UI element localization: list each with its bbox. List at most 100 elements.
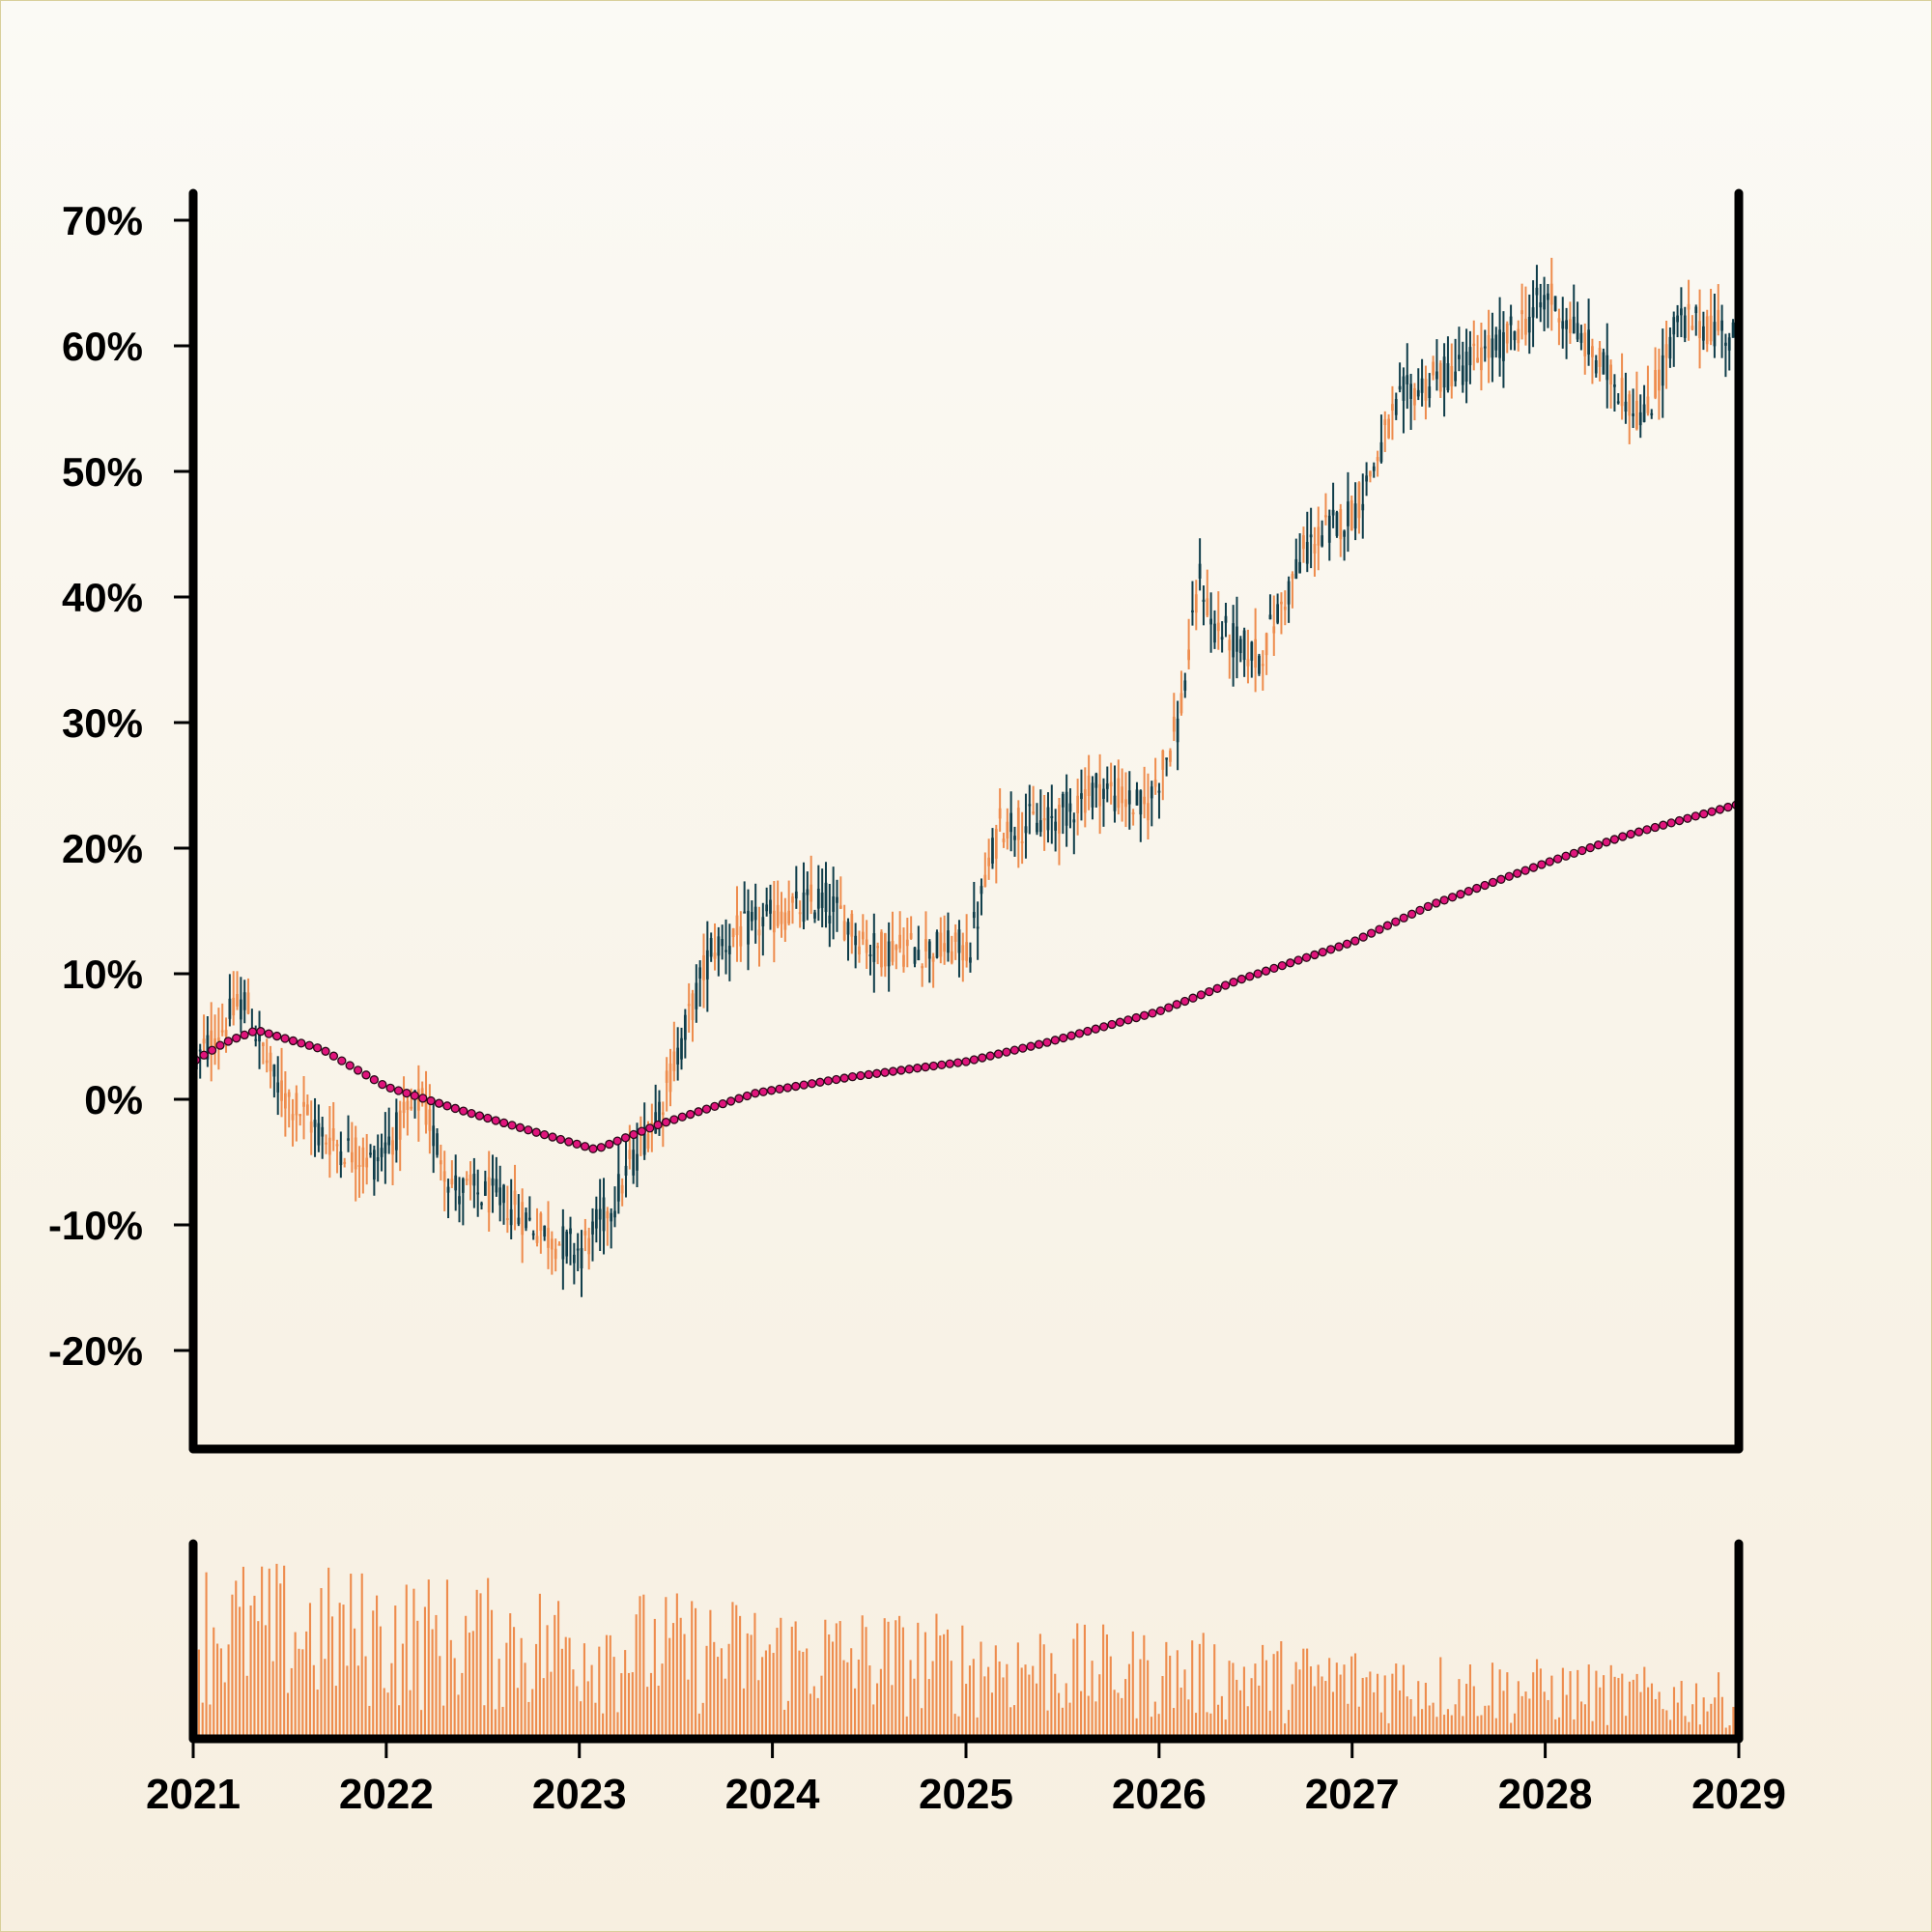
candle-body — [442, 1171, 446, 1182]
candle-body — [569, 1228, 572, 1235]
candle-body — [1343, 530, 1346, 537]
candle-body — [583, 1231, 587, 1236]
volume-bar — [913, 1678, 916, 1739]
candle-body — [1109, 781, 1113, 787]
volume-bar — [627, 1672, 631, 1739]
volume-bar — [1258, 1685, 1261, 1739]
moving-average-point — [1099, 1022, 1109, 1032]
volume-bar — [338, 1603, 341, 1739]
candle-body — [1213, 623, 1216, 643]
candle-body — [1291, 573, 1294, 579]
price-axes — [188, 188, 1744, 1454]
volume-bar — [1472, 1686, 1475, 1739]
candle-body — [242, 992, 246, 1010]
volume-bar — [308, 1603, 312, 1739]
moving-average-point — [207, 1045, 217, 1055]
x-tick-label: 2022 — [339, 1771, 434, 1818]
volume-bar — [445, 1579, 449, 1739]
moving-average-point — [751, 1089, 760, 1098]
candle-body — [998, 808, 1002, 819]
candle-body — [410, 1106, 413, 1109]
volume-bar — [620, 1673, 623, 1739]
volume-bar — [334, 1686, 337, 1739]
candle-body — [450, 1179, 454, 1185]
volume-bar — [739, 1615, 742, 1739]
candle-body — [824, 882, 828, 913]
volume-bar — [609, 1634, 611, 1739]
volume-bar — [494, 1709, 497, 1739]
candle-body — [1258, 655, 1261, 674]
moving-average-point — [823, 1076, 833, 1086]
candle-body — [502, 1184, 505, 1204]
x-tick-label: 2026 — [1112, 1771, 1207, 1818]
volume-bar — [324, 1659, 327, 1739]
volume-bar — [983, 1676, 986, 1739]
volume-bar — [1002, 1677, 1005, 1739]
volume-bar — [423, 1606, 426, 1739]
volume-bar — [1343, 1664, 1346, 1739]
moving-average-point — [1577, 845, 1587, 856]
moving-average-point — [669, 1115, 679, 1124]
moving-average-point — [474, 1111, 485, 1121]
volume-bar — [305, 1631, 308, 1739]
moving-average-point — [1179, 996, 1190, 1007]
candle-body — [461, 1179, 465, 1193]
moving-average-point — [993, 1049, 1004, 1059]
volume-bar — [679, 1617, 682, 1739]
volume-bar — [724, 1678, 726, 1739]
volume-bar — [694, 1607, 697, 1739]
candle-body — [1394, 399, 1398, 415]
candle-body — [1587, 329, 1590, 355]
volume-bar — [687, 1679, 690, 1739]
volume-bar — [653, 1618, 656, 1739]
moving-average-point — [215, 1040, 225, 1050]
candle-body — [709, 938, 713, 957]
volume-bar — [350, 1574, 353, 1739]
candle-body — [1102, 788, 1105, 799]
candle-body — [1216, 622, 1220, 632]
volume-bar — [927, 1679, 930, 1739]
volume-bar — [197, 1649, 200, 1739]
candle-body — [1254, 639, 1257, 668]
volume-bar — [364, 1656, 367, 1739]
volume-bar — [1632, 1679, 1634, 1739]
candle-body — [1491, 338, 1494, 358]
moving-average-point — [498, 1118, 509, 1128]
candle-body — [1165, 757, 1169, 760]
volume-bar — [1161, 1676, 1164, 1739]
moving-average-point — [832, 1074, 841, 1085]
volume-bar — [875, 1683, 879, 1739]
volume-bar — [720, 1648, 723, 1739]
moving-average-point — [337, 1056, 347, 1065]
moving-average-point — [1172, 1000, 1181, 1009]
candle-body — [525, 1212, 527, 1229]
candle-body — [521, 1202, 525, 1236]
moving-average-point — [629, 1129, 639, 1140]
volume-bar — [360, 1573, 363, 1739]
volume-bar — [838, 1621, 841, 1739]
moving-average-point — [418, 1094, 428, 1103]
volume-bar — [1365, 1677, 1368, 1739]
candle-body — [232, 997, 236, 1016]
moving-average-point — [1334, 942, 1344, 952]
volume-bar — [883, 1618, 886, 1739]
moving-average-point — [1358, 932, 1368, 942]
moving-average-point — [361, 1070, 371, 1080]
volume-bar — [1462, 1716, 1464, 1739]
candle-body — [753, 906, 757, 921]
candle-body — [606, 1210, 610, 1219]
moving-average-point — [839, 1073, 849, 1083]
candle-body — [1428, 386, 1432, 399]
moving-average-point — [450, 1103, 460, 1114]
candle-body — [980, 886, 983, 895]
volume-bar — [602, 1713, 605, 1739]
volume-bar — [828, 1634, 831, 1739]
moving-average-point — [1139, 1010, 1150, 1020]
volume-bar — [1068, 1702, 1071, 1739]
volume-bar — [624, 1650, 627, 1739]
candle-body — [813, 912, 816, 919]
candle-body — [1672, 317, 1676, 335]
candle-body — [1539, 301, 1543, 308]
candle-body — [384, 1142, 387, 1154]
candle-body — [687, 1004, 691, 1007]
